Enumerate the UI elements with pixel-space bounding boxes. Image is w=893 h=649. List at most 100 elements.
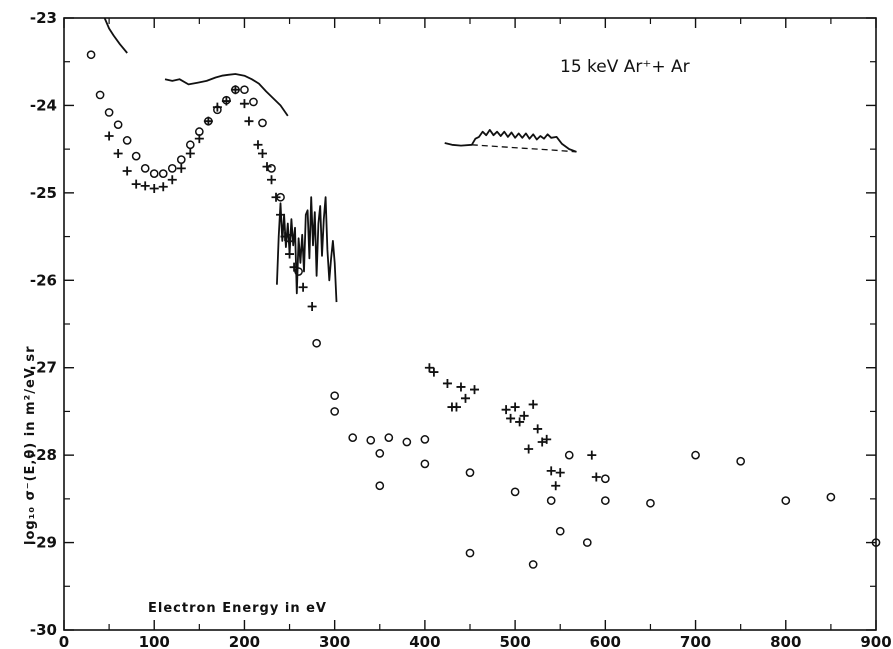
data-point-circle — [510, 487, 520, 497]
data-point-circle — [294, 267, 303, 276]
y-tick-label: -23 — [30, 9, 57, 27]
data-point-circle — [402, 437, 412, 447]
data-point-plus — [122, 166, 132, 176]
data-point-plus — [424, 363, 434, 373]
data-point-plus — [140, 181, 150, 191]
x-tick-label: 100 — [139, 633, 170, 649]
data-point-circle — [375, 481, 385, 491]
y-tick-label: -24 — [30, 96, 57, 114]
data-point-plus — [528, 399, 538, 409]
y-tick-label: -29 — [30, 534, 57, 552]
data-point-circle — [249, 97, 258, 107]
y-axis-label: log₁₀ σ⁻(E,θ) in m²/eV sr — [23, 345, 38, 545]
plot-frame — [63, 17, 877, 631]
data-point-plus — [587, 450, 597, 460]
data-point-plus — [253, 140, 263, 150]
data-point-plus — [285, 249, 295, 259]
data-point-plus — [591, 472, 601, 482]
x-tick-label: 200 — [229, 633, 260, 649]
data-point-circle — [646, 498, 655, 508]
data-point-plus — [267, 175, 277, 185]
data-point-circle — [86, 50, 96, 60]
data-point-plus — [546, 466, 556, 476]
data-point-plus — [113, 149, 123, 159]
spectrum-curve — [164, 73, 289, 117]
data-point-plus — [460, 393, 470, 403]
data-point-circle — [330, 407, 340, 416]
data-point-circle — [555, 526, 565, 536]
data-point-plus — [307, 302, 317, 312]
data-point-circle — [240, 85, 249, 95]
y-tick-labels: -30 -29 -28 -27 -26 -25 -24 -23 — [30, 9, 57, 639]
data-point-circle — [691, 450, 700, 460]
data-point-circle — [158, 169, 168, 178]
data-point-circle — [366, 435, 376, 445]
data-point-plus — [244, 116, 254, 126]
data-point-circle — [781, 496, 791, 505]
data-point-plus — [519, 411, 529, 421]
data-point-plus — [280, 232, 290, 242]
axis-ticks — [63, 17, 877, 631]
data-point-plus — [212, 102, 222, 112]
data-point-plus — [176, 163, 186, 173]
curves — [103, 17, 577, 303]
data-point-circle — [420, 435, 430, 444]
data-point-plus — [149, 183, 159, 193]
data-point-circle — [122, 136, 132, 145]
data-point-plus — [537, 437, 547, 447]
data-point-circle — [871, 538, 881, 547]
data-point-plus — [239, 99, 249, 109]
data-point-circle — [95, 90, 105, 100]
data-point-plus — [271, 192, 281, 202]
x-tick-labels: 0 100 200 300 400 500 600 700 800 900 — [59, 633, 892, 649]
data-points — [86, 50, 881, 569]
data-point-plus — [510, 402, 520, 412]
data-point-plus — [289, 262, 299, 272]
data-point-plus — [533, 424, 543, 434]
data-point-plus — [524, 444, 534, 454]
data-point-circle — [285, 233, 294, 243]
data-point-circle — [826, 492, 836, 502]
data-point-plus — [429, 367, 439, 377]
y-tick-label: -30 — [30, 621, 57, 639]
annotation-label: 15 keV Ar⁺+ Ar — [560, 57, 690, 77]
data-point-circle — [149, 169, 159, 178]
data-point-plus — [276, 210, 286, 220]
spectrum-curve — [444, 129, 577, 153]
data-point-circle — [131, 151, 141, 161]
data-point-plus — [551, 481, 561, 491]
x-tick-label: 400 — [409, 633, 440, 649]
data-point-circle — [348, 433, 358, 443]
data-point-circle — [312, 338, 321, 348]
data-point-plus — [298, 282, 308, 292]
x-axis-label: Electron Energy in eV — [148, 601, 327, 616]
data-point-circle — [600, 474, 610, 484]
data-point-plus — [451, 402, 461, 412]
data-point-circle — [420, 459, 430, 469]
baseline-dashed-curve — [471, 144, 577, 153]
data-point-plus — [221, 96, 231, 106]
data-point-circle — [330, 391, 340, 401]
data-point-plus — [230, 85, 240, 95]
data-point-plus — [194, 134, 204, 144]
data-point-plus — [203, 116, 213, 126]
data-point-plus — [167, 175, 177, 185]
data-point-circle — [465, 468, 475, 477]
data-point-plus — [131, 179, 141, 189]
x-tick-label: 800 — [770, 633, 801, 649]
y-tick-label: -28 — [30, 446, 57, 464]
spectrum-curve — [103, 17, 128, 54]
data-point-circle — [384, 433, 394, 443]
data-point-circle — [600, 496, 610, 505]
spectrum-curve — [276, 196, 338, 303]
x-tick-label: 600 — [590, 633, 621, 649]
data-point-circle — [140, 164, 150, 173]
x-tick-label: 0 — [59, 633, 69, 649]
data-point-circle — [267, 164, 276, 173]
y-tick-label: -26 — [30, 271, 57, 289]
data-point-plus — [456, 382, 466, 392]
data-point-plus — [185, 149, 195, 159]
x-tick-label: 300 — [319, 633, 350, 649]
data-point-plus — [470, 385, 480, 395]
